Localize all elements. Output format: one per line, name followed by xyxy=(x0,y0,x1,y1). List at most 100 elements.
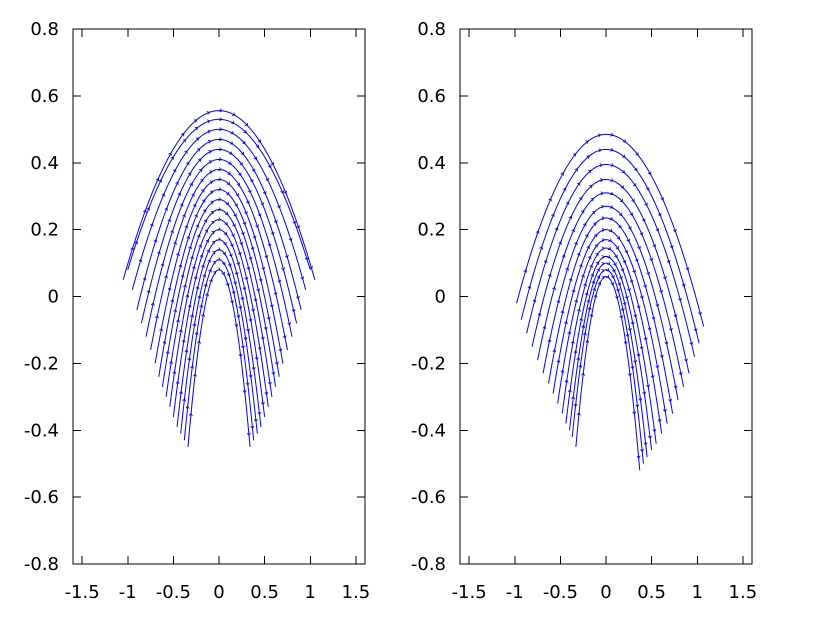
flow-line xyxy=(548,217,674,414)
arrow-head-icon xyxy=(583,282,587,287)
arrow-head-icon xyxy=(552,286,556,291)
arrow-head-icon xyxy=(567,330,572,335)
arrow-head-icon xyxy=(181,132,185,137)
arrow-head-icon xyxy=(170,298,175,303)
arrow-head-icon xyxy=(222,251,226,256)
y-tick-label: 0 xyxy=(435,287,446,308)
arrow-head-icon xyxy=(598,148,602,153)
arrow-head-icon xyxy=(593,294,598,298)
arrow-head-icon xyxy=(615,295,619,300)
arrow-head-icon xyxy=(606,261,611,266)
arrow-head-icon xyxy=(201,313,205,317)
arrow-head-icon xyxy=(650,375,655,379)
arrow-head-icon xyxy=(224,221,228,226)
arrow-head-icon xyxy=(207,139,212,144)
arrow-head-icon xyxy=(196,148,201,152)
arrow-head-icon xyxy=(252,235,257,240)
x-tick-label: -1 xyxy=(119,582,137,603)
arrow-head-icon xyxy=(177,192,182,196)
arrow-head-icon xyxy=(278,348,283,353)
arrow-head-icon xyxy=(198,244,202,248)
arrow-head-icon xyxy=(652,244,657,248)
arrow-head-icon xyxy=(570,340,575,344)
arrow-head-icon xyxy=(208,268,212,273)
arrow-head-icon xyxy=(170,229,174,234)
arrow-head-icon xyxy=(618,212,623,217)
arrow-head-icon xyxy=(585,233,589,238)
arrow-head-icon xyxy=(242,390,247,394)
arrow-head-icon xyxy=(248,256,253,261)
arrow-head-icon xyxy=(636,353,641,358)
flow-line xyxy=(565,255,653,451)
arrow-head-icon xyxy=(164,207,168,211)
arrow-head-icon xyxy=(211,231,216,235)
arrow-head-icon xyxy=(543,259,548,264)
arrow-head-icon xyxy=(685,267,690,271)
arrow-head-icon xyxy=(195,137,200,141)
arrow-head-icon xyxy=(182,397,187,402)
arrow-head-icon xyxy=(246,200,250,205)
flow-line xyxy=(127,118,311,270)
arrow-head-icon xyxy=(610,282,615,286)
arrow-head-icon xyxy=(560,172,564,176)
arrow-head-icon xyxy=(608,238,612,242)
y-tick-label: 0.8 xyxy=(417,19,446,40)
arrow-head-icon xyxy=(610,191,614,196)
left-plot: -1.5 -1 -0.5 0 0.5 1 1.5 -0.8 -0.6 -0.4 -0.2 0 0.2 0.… xyxy=(24,19,370,603)
arrow-head-icon xyxy=(270,231,275,236)
arrow-head-icon xyxy=(639,346,644,350)
arrow-head-icon xyxy=(597,281,602,286)
flow-line xyxy=(552,229,668,424)
arrow-head-icon xyxy=(251,168,256,173)
arrow-head-icon xyxy=(576,356,581,361)
y-tick-label: 0.4 xyxy=(30,153,59,174)
arrow-head-icon xyxy=(200,178,204,183)
arrow-head-icon xyxy=(248,374,253,379)
arrow-head-icon xyxy=(240,151,245,156)
arrow-head-icon xyxy=(267,243,272,247)
arrow-head-icon xyxy=(560,369,565,373)
flow-line xyxy=(158,188,280,377)
arrow-head-icon xyxy=(146,289,151,294)
flow-line xyxy=(165,209,273,397)
arrow-head-icon xyxy=(585,140,589,144)
arrow-head-icon xyxy=(632,411,637,415)
arrow-head-icon xyxy=(142,209,147,213)
x-tick-label: -0.5 xyxy=(156,582,191,603)
right-plot: -1.5 -1 -0.5 0 0.5 1 1.5 -0.8 -0.6 -0.4 -0.2 0 0.2 0.… xyxy=(411,19,757,603)
arrow-head-icon xyxy=(296,225,300,229)
arrow-head-icon xyxy=(209,170,213,174)
arrow-head-icon xyxy=(238,172,242,176)
flow-line xyxy=(575,275,641,471)
arrow-head-icon xyxy=(616,236,621,240)
arrow-head-icon xyxy=(633,314,638,318)
arrow-head-icon xyxy=(242,221,247,226)
arrow-head-icon xyxy=(195,285,200,290)
arrow-head-icon xyxy=(581,273,585,278)
flow-line xyxy=(183,259,255,441)
arrow-head-icon xyxy=(254,356,259,361)
arrow-head-icon xyxy=(635,404,640,408)
arrow-head-icon xyxy=(655,228,660,232)
arrow-head-icon xyxy=(578,196,583,201)
arrow-head-icon xyxy=(542,325,547,330)
arrow-head-icon xyxy=(251,308,255,313)
arrow-head-icon xyxy=(231,290,236,295)
arrow-head-icon xyxy=(190,365,195,369)
arrow-head-icon xyxy=(269,304,274,308)
arrow-head-icon xyxy=(240,296,245,301)
arrow-head-icon xyxy=(600,191,604,196)
arrow-head-icon xyxy=(648,435,652,440)
arrow-head-icon xyxy=(601,269,605,273)
arrow-head-icon xyxy=(233,281,237,285)
arrow-head-icon xyxy=(619,276,623,280)
arrow-head-icon xyxy=(282,335,287,339)
arrow-head-icon xyxy=(561,254,566,258)
arrow-head-icon xyxy=(253,156,258,161)
arrow-head-icon xyxy=(202,199,206,203)
arrow-head-icon xyxy=(218,167,222,171)
flow-line xyxy=(569,262,648,458)
arrow-head-icon xyxy=(609,228,613,232)
arrow-head-icon xyxy=(257,139,261,143)
arrow-head-icon xyxy=(226,181,231,186)
